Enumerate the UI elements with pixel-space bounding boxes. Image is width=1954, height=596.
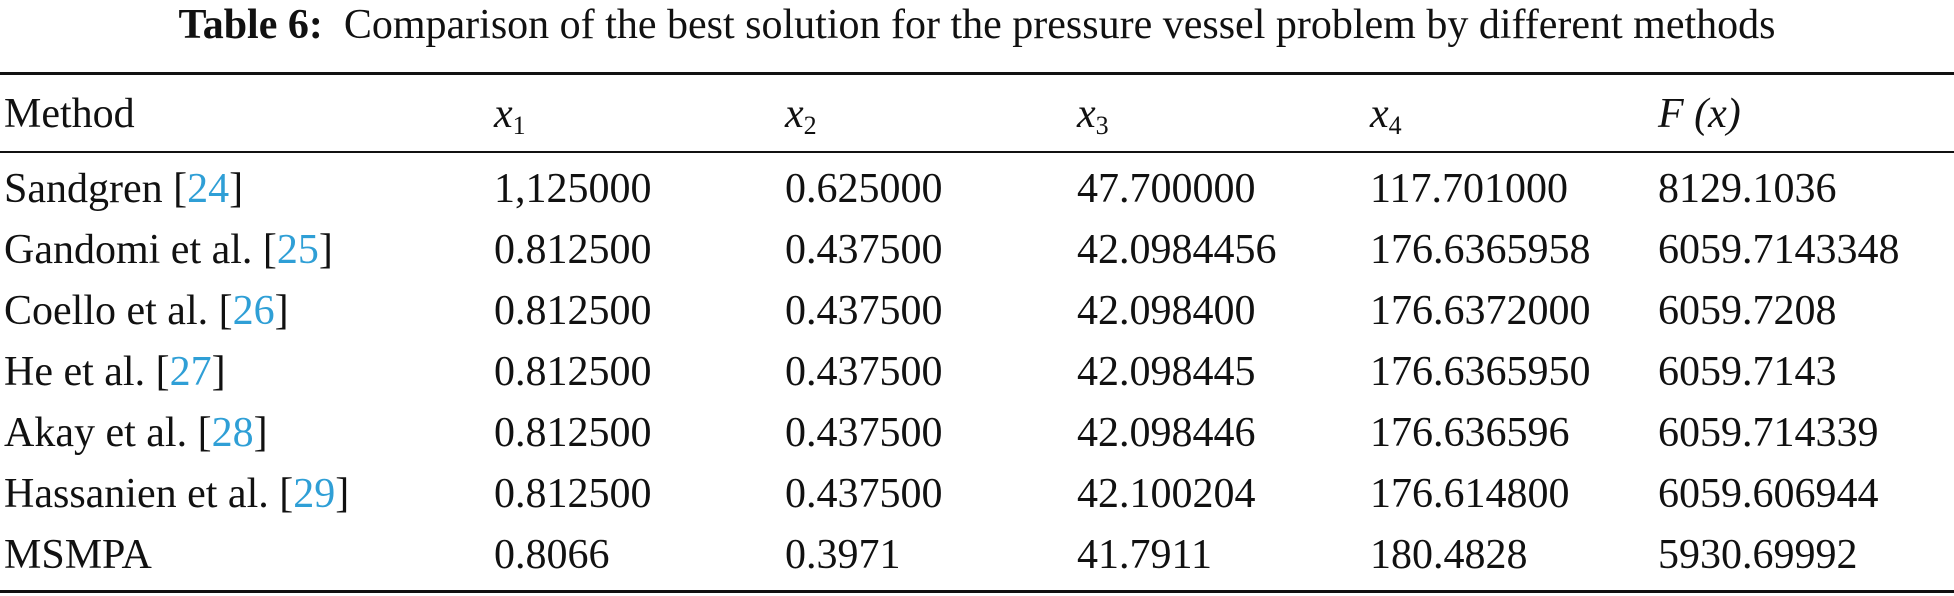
table-row: Hassanien et al. [29] 0.812500 0.437500 … [0,464,1954,524]
table-row: Gandomi et al. [25] 0.812500 0.437500 42… [0,220,1954,280]
method-cell: Hassanien et al. [29] [4,471,350,517]
x1-cell: 0.812500 [494,288,652,334]
x2-cell: 0.437500 [785,349,943,395]
bottom-rule [0,590,1954,593]
method-cell: MSMPA [4,532,152,578]
table-header-row: Method x1 x2 x3 x4 F (x) [0,84,1954,144]
reference-link[interactable]: 29 [293,471,336,517]
method-cell: Gandomi et al. [25] [4,227,333,273]
x3-cell: 41.7911 [1077,532,1212,578]
reference-link[interactable]: 27 [169,349,212,395]
table-row: Coello et al. [26] 0.812500 0.437500 42.… [0,281,1954,341]
x3-cell: 42.098445 [1077,349,1256,395]
x2-cell: 0.437500 [785,227,943,273]
reference-link[interactable]: 25 [276,227,319,273]
caption-text: Comparison of the best solution for the … [343,2,1776,48]
table-row: Sandgren [24] 1,125000 0.625000 47.70000… [0,159,1954,219]
header-rule [0,151,1954,153]
header-x4: x4 [1370,91,1402,140]
x3-cell: 47.700000 [1077,166,1256,212]
x1-cell: 0.812500 [494,471,652,517]
x1-cell: 0.8066 [494,532,610,578]
reference-link[interactable]: 28 [211,410,254,456]
table-row: MSMPA 0.8066 0.3971 41.7911 180.4828 593… [0,525,1954,585]
x2-cell: 0.437500 [785,288,943,334]
x2-cell: 0.3971 [785,532,901,578]
fx-cell: 6059.606944 [1658,471,1879,517]
method-cell: He et al. [27] [4,349,226,395]
top-rule [0,72,1954,75]
x1-cell: 1,125000 [494,166,652,212]
table-row: He et al. [27] 0.812500 0.437500 42.0984… [0,342,1954,402]
x4-cell: 117.701000 [1370,166,1568,212]
fx-cell: 6059.7208 [1658,288,1837,334]
header-fx: F (x) [1658,91,1741,137]
x4-cell: 176.6365958 [1370,227,1591,273]
table-caption: Table 6: Comparison of the best solution… [0,0,1954,58]
x4-cell: 176.636596 [1370,410,1570,456]
caption-label: Table 6: [178,2,323,48]
x2-cell: 0.437500 [785,410,943,456]
header-x2: x2 [785,91,817,140]
header-x3: x3 [1077,91,1109,140]
fx-cell: 8129.1036 [1658,166,1837,212]
x4-cell: 180.4828 [1370,532,1528,578]
reference-link[interactable]: 24 [187,166,230,212]
method-cell: Coello et al. [26] [4,288,289,334]
x4-cell: 176.614800 [1370,471,1570,517]
x4-cell: 176.6372000 [1370,288,1591,334]
x1-cell: 0.812500 [494,410,652,456]
x3-cell: 42.0984456 [1077,227,1277,273]
header-x1: x1 [494,91,526,140]
fx-cell: 6059.714339 [1658,410,1879,456]
fx-cell: 5930.69992 [1658,532,1858,578]
x1-cell: 0.812500 [494,349,652,395]
x3-cell: 42.098446 [1077,410,1256,456]
x4-cell: 176.6365950 [1370,349,1591,395]
x2-cell: 0.625000 [785,166,943,212]
table-row: Akay et al. [28] 0.812500 0.437500 42.09… [0,403,1954,463]
x3-cell: 42.098400 [1077,288,1256,334]
reference-link[interactable]: 26 [232,288,275,334]
method-cell: Akay et al. [28] [4,410,268,456]
header-method: Method [4,91,135,137]
x2-cell: 0.437500 [785,471,943,517]
method-cell: Sandgren [24] [4,166,244,212]
x3-cell: 42.100204 [1077,471,1256,517]
fx-cell: 6059.7143 [1658,349,1837,395]
fx-cell: 6059.7143348 [1658,227,1900,273]
x1-cell: 0.812500 [494,227,652,273]
